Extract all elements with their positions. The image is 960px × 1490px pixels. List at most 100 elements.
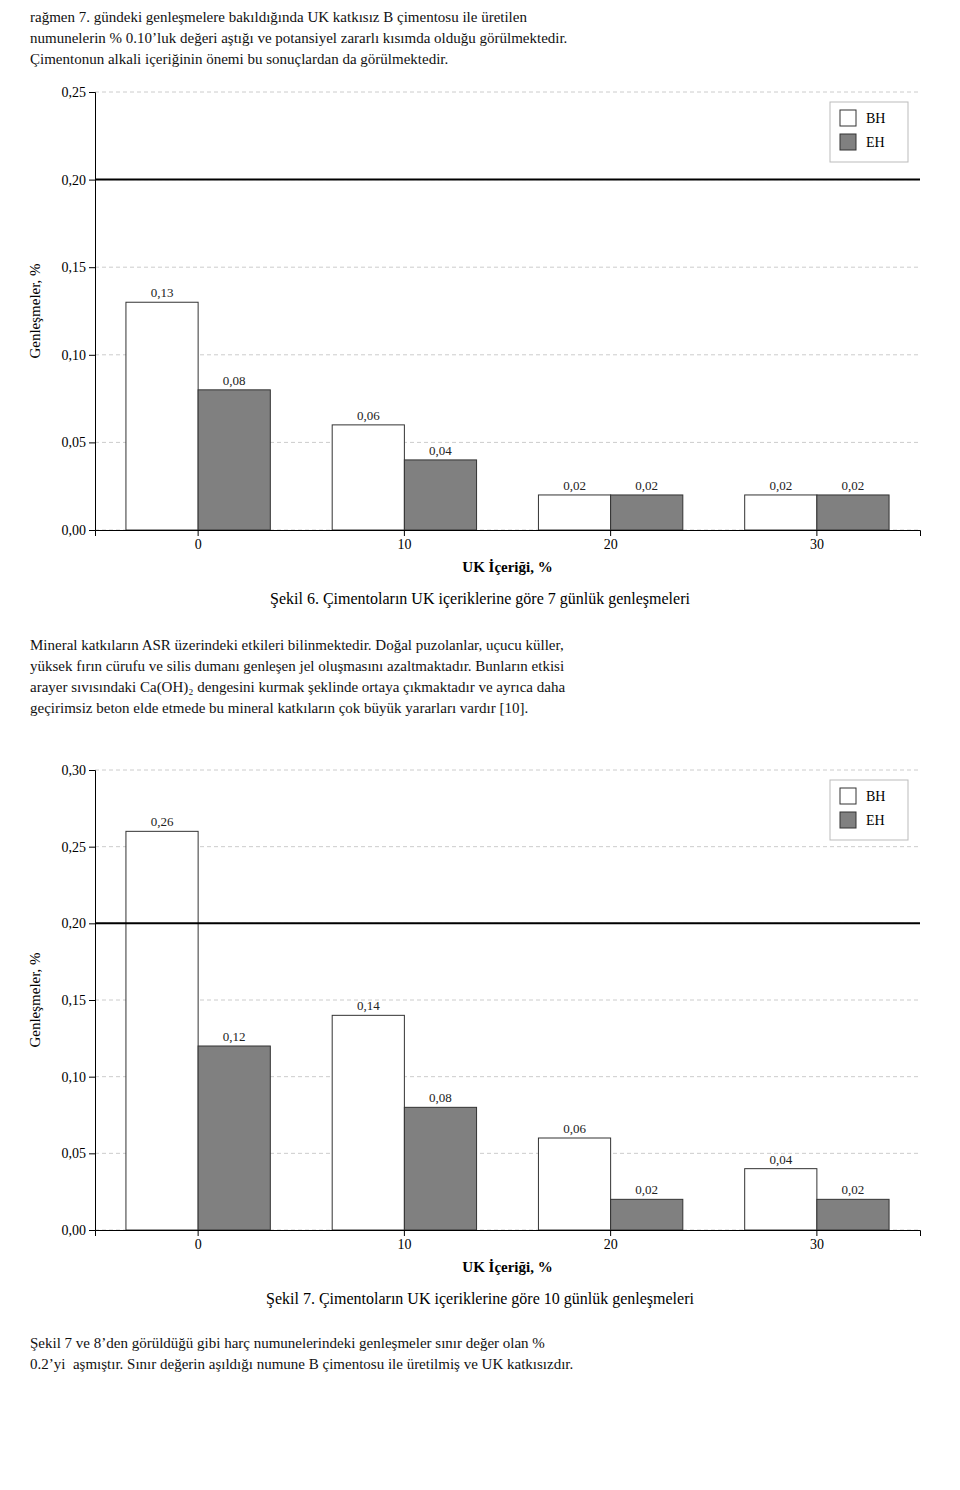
bar [538, 495, 610, 530]
paragraph: Şekil 7 ve 8’den görüldüğü gibi harç num… [30, 1335, 573, 1372]
grid [95, 770, 920, 1230]
data-label: 0,14 [357, 998, 380, 1013]
bar [404, 1107, 476, 1230]
y-axis-title: Genleşmeler, % [27, 952, 43, 1047]
plot-area [95, 831, 920, 1230]
tick: 0,25 [62, 85, 96, 100]
body-text: geçirimsiz beton elde etmede bu mineral … [30, 700, 528, 716]
bar-series [126, 302, 817, 530]
axis-line [96, 1231, 921, 1237]
tick-label: 0,05 [62, 1146, 87, 1161]
data-label: 0,06 [357, 408, 380, 423]
data-label: 0,06 [563, 1121, 586, 1136]
body-text: numunelerin % 0.10’luk değeri aştığı ve … [30, 30, 567, 46]
grid-line [95, 354, 920, 355]
legend: BH EH [830, 102, 908, 162]
tick: 0,10 [62, 348, 96, 363]
data-label: 0,08 [429, 1090, 452, 1105]
tick-mark [404, 1230, 405, 1236]
tick-mark [816, 1230, 817, 1236]
bar [611, 1199, 683, 1230]
tick-label: 0,15 [62, 260, 87, 275]
tick-mark [404, 530, 405, 536]
tick-mark [816, 530, 817, 536]
bar [332, 1015, 404, 1230]
bar-series [126, 831, 817, 1230]
tick-mark [610, 1230, 611, 1236]
y-axis: 0,000,050,100,150,200,250,30 [62, 763, 96, 1238]
data-label: 0,02 [769, 478, 792, 493]
tick-label: 0,25 [62, 85, 87, 100]
tick-label: 0,15 [62, 993, 87, 1008]
tick-mark [198, 1230, 199, 1236]
data-label: 0,04 [429, 443, 452, 458]
tick: 30 [810, 1230, 824, 1252]
x-axis-title: UK İçeriği, % [462, 1259, 552, 1275]
body-text: Mineral katkıların ASR üzerindeki etkile… [30, 637, 564, 653]
tick-mark [610, 530, 611, 536]
tick-label: 0 [195, 537, 202, 552]
tick: 0,20 [62, 916, 96, 931]
legend-label: BH [866, 789, 885, 804]
legend-frame [830, 780, 908, 840]
tick: 0,00 [62, 523, 96, 538]
bar [538, 1138, 610, 1230]
body-text: arayer sıvısındaki Ca(OH)₂ dengesini kur… [30, 679, 565, 696]
chart-title: Şekil 6. Çimentoların UK içeriklerine gö… [270, 590, 690, 608]
x-axis: 0102030 [96, 1230, 921, 1252]
tick: 0,25 [62, 840, 96, 855]
tick: 0,15 [62, 993, 96, 1008]
bar-series [198, 1046, 889, 1230]
tick: 0 [195, 1230, 202, 1252]
paragraph: rağmen 7. gündeki genleşmelere bakıldığı… [30, 9, 567, 67]
tick-mark [89, 1000, 95, 1001]
legend-swatch [840, 134, 856, 150]
tick-label: 0,20 [62, 916, 87, 931]
tick-label: 0,30 [62, 763, 87, 778]
tick-mark [89, 530, 95, 531]
reference-line [95, 922, 920, 924]
grid-line [95, 846, 920, 847]
axis-line [89, 771, 96, 1231]
data-label: 0,02 [842, 478, 865, 493]
tick-label: 10 [397, 1237, 411, 1252]
data-label: 0,04 [769, 1152, 792, 1167]
bar [745, 1169, 817, 1230]
tick-mark [89, 923, 95, 924]
legend-item: EH [840, 134, 885, 150]
grid-line [95, 1000, 920, 1001]
tick-mark [89, 770, 95, 771]
tick-label: 0,10 [62, 1070, 87, 1085]
tick-label: 0,00 [62, 523, 87, 538]
y-axis: 0,000,050,100,150,200,25 [62, 85, 96, 538]
legend-item: BH [840, 788, 885, 804]
legend-swatch [840, 788, 856, 804]
tick: 0,05 [62, 1146, 96, 1161]
grid-line [95, 179, 920, 180]
data-label: 0,13 [151, 285, 174, 300]
grid-line [95, 92, 920, 93]
chart: 0,000,050,100,150,200,250,3001020300,260… [27, 763, 921, 1308]
chart: 0,000,050,100,150,200,2501020300,130,060… [27, 85, 921, 608]
legend-frame [830, 102, 908, 162]
grid-line [95, 923, 920, 924]
legend-label: BH [866, 111, 885, 126]
axis-line [89, 93, 96, 531]
tick-mark [89, 1153, 95, 1154]
tick-mark [89, 1230, 95, 1231]
tick: 10 [397, 530, 411, 552]
page: rağmen 7. gündeki genleşmelere bakıldığı… [0, 0, 960, 1490]
tick: 20 [604, 530, 618, 552]
tick-label: 0 [195, 1237, 202, 1252]
x-axis: 0 10 20 30 [96, 530, 921, 552]
reference-line [95, 179, 920, 181]
data-label: 0,02 [635, 1182, 658, 1197]
tick: 30 [810, 530, 824, 552]
tick-label: 20 [604, 537, 618, 552]
body-text: Şekil 7 ve 8’den görüldüğü gibi harç num… [30, 1335, 545, 1351]
data-labels: 0,260,140,060,040,120,080,020,02 [151, 814, 865, 1197]
tick: 10 [397, 1230, 411, 1252]
bar [404, 460, 476, 530]
body-text: yüksek fırın cürufu ve silis dumanı genl… [30, 658, 564, 674]
x-axis-title: UK İçeriği, % [462, 559, 552, 575]
